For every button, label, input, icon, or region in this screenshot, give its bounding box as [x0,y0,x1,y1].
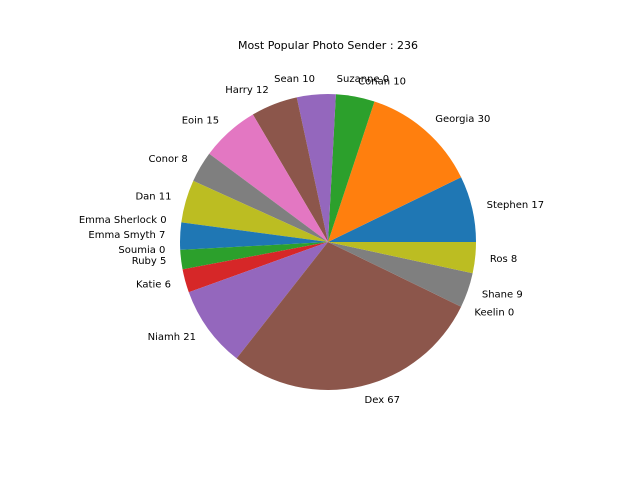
pie-label-shane: Shane 9 [482,290,523,301]
pie-slice-eoin [209,114,328,242]
pie-slice-harry [252,97,328,242]
pie-label-suzanne: Suzanne 0 [337,74,389,85]
pie-slices [180,93,476,390]
pie-label-keelin: Keelin 0 [474,308,514,319]
pie-label-stephen: Stephen 17 [487,200,545,211]
pie-label-conan: Conan 10 [358,77,406,88]
pie-label-harry: Harry 12 [225,85,269,96]
pie-label-dex: Dex 67 [365,395,401,406]
pie-label-ruby: Ruby 5 [132,256,167,267]
pie-slice-sean [296,93,336,243]
pie-slice-ros [328,242,476,274]
pie-slice-emma-smyth [180,222,328,250]
pie-label-dan: Dan 11 [135,192,171,203]
pie-label-katie: Katie 6 [136,279,171,290]
pie-slice-dex [236,242,462,390]
pie-label-niamh: Niamh 21 [148,332,196,343]
pie-slice-shane [328,242,473,307]
pie-label-georgia: Georgia 30 [435,114,490,125]
pie-label-eoin: Eoin 15 [182,115,219,126]
pie-slice-georgia [328,101,462,243]
pie-label-emma-sherlock: Emma Sherlock 0 [79,215,167,226]
pie-slice-ruby [180,242,328,270]
pie-slice-conor [193,153,328,242]
pie-slice-katie [182,242,328,293]
pie-label-sean: Sean 10 [274,74,315,85]
chart-title: Most Popular Photo Sender : 236 [238,39,418,52]
pie-slice-stephen [328,177,476,242]
pie-slice-niamh [188,242,328,359]
pie-label-ros: Ros 8 [490,254,517,265]
pie-slice-dan [181,180,328,242]
pie-label-conor: Conor 8 [149,154,188,165]
pie-label-emma-smyth: Emma Smyth 7 [88,230,165,241]
pie-label-soumia: Soumia 0 [118,245,165,256]
pie-slice-conan [328,94,375,243]
